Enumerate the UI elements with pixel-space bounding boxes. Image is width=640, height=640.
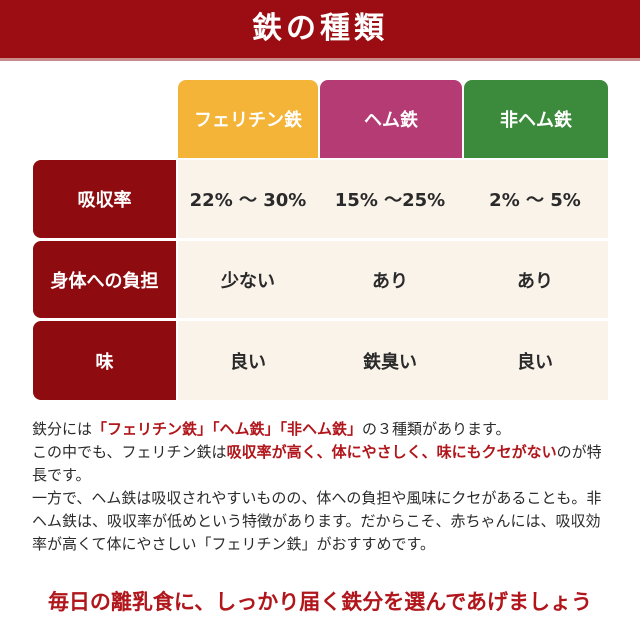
body-text: のが特長です。	[32, 443, 602, 484]
body-text: この中でも、フェリチン鉄は	[32, 443, 227, 461]
body-text: の３種類があります。	[362, 420, 511, 438]
table-cell: 15% 〜25%	[318, 160, 462, 238]
table-cell: 2% 〜 5%	[462, 160, 608, 238]
column-header: フェリチン鉄	[178, 80, 318, 158]
table-cell: あり	[318, 241, 462, 318]
table-cell: あり	[462, 241, 608, 318]
table-cell: 良い	[462, 321, 608, 400]
table-cell: 良い	[178, 321, 318, 400]
paragraph: この中でも、フェリチン鉄は吸収率が高く、体にやさしく、味にもクセがないのが特長で…	[32, 441, 612, 487]
body-text: 一方で、ヘム鉄は吸収されやすいものの、体への負担や風味にクセがあることも。非ヘム…	[32, 489, 602, 553]
row-header: 吸収率	[33, 160, 176, 238]
row-header: 身体への負担	[33, 241, 176, 318]
column-header: 非ヘム鉄	[464, 80, 608, 158]
table-cell: 少ない	[178, 241, 318, 318]
closing-message: 毎日の離乳食に、しっかり届く鉄分を選んであげましょう	[47, 590, 593, 614]
row-header: 味	[33, 321, 176, 400]
title: 鉄の種類	[252, 11, 388, 46]
header-band	[0, 0, 640, 61]
paragraph: 一方で、ヘム鉄は吸収されやすいものの、体への負担や風味にクセがあることも。非ヘム…	[32, 487, 612, 556]
emphasis-text: 吸収率が高く、体にやさしく、味にもクセがない	[226, 443, 557, 461]
column-header: ヘム鉄	[320, 80, 462, 158]
emphasis-text: 「フェリチン鉄」「ヘム鉄」「非ヘム鉄」	[92, 420, 363, 438]
table-cell: 鉄臭い	[318, 321, 462, 400]
table-cell: 22% 〜 30%	[178, 160, 318, 238]
description: 鉄分には「フェリチン鉄」「ヘム鉄」「非ヘム鉄」の３種類があります。 この中でも、フ…	[32, 418, 612, 556]
body-text: 鉄分には	[32, 420, 93, 438]
paragraph: 鉄分には「フェリチン鉄」「ヘム鉄」「非ヘム鉄」の３種類があります。	[32, 418, 612, 441]
